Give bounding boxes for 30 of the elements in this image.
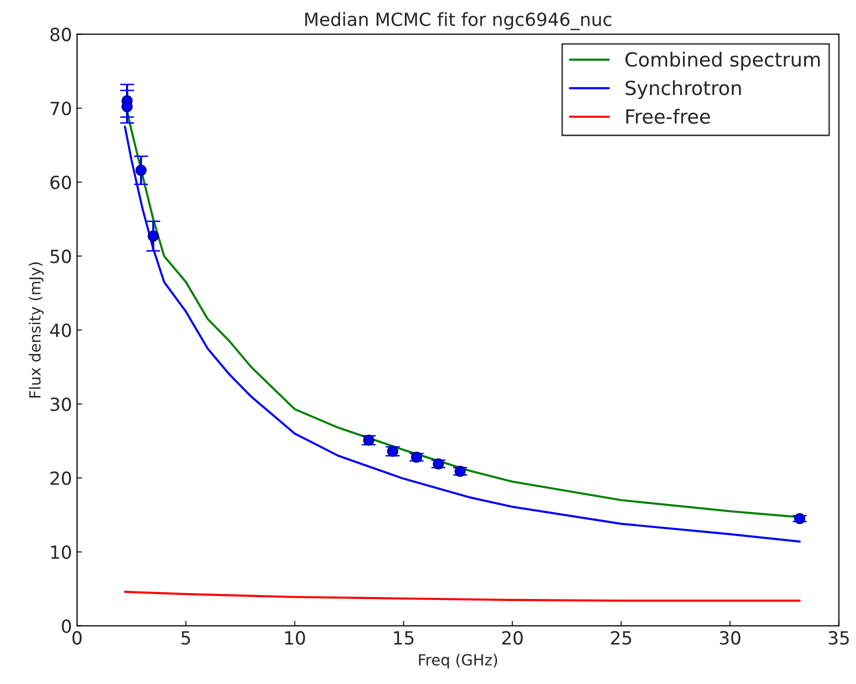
x-tick-label: 5: [182, 631, 190, 645]
legend-label: Synchrotron: [626, 80, 741, 100]
y-tick-label: 80: [50, 28, 71, 42]
x-tick-label: 20: [502, 631, 523, 645]
y-tick-label: 60: [50, 176, 71, 190]
point: [135, 164, 147, 176]
x-tick-label: 15: [394, 631, 414, 645]
y-tick-label: 40: [50, 323, 71, 338]
x-tick-label: 0: [72, 631, 82, 645]
x-tick-label: 10: [285, 631, 305, 645]
legend-label: Free-free: [626, 108, 710, 124]
point: [411, 452, 422, 463]
legend-label: Combined spectrum: [625, 52, 820, 71]
x-tick-label: 35: [828, 631, 849, 645]
x-tick-label: 30: [720, 631, 740, 645]
y-tick-label: 70: [50, 102, 71, 116]
x-axis-title: Freq (GHz): [419, 654, 498, 669]
y-tick-label: 30: [50, 397, 71, 412]
y-tick-label: 20: [50, 471, 71, 486]
y-tick-label: 0: [62, 619, 71, 633]
y-axis-title: Flux density (mJy): [28, 262, 44, 398]
point: [454, 466, 466, 477]
line-series: [124, 590, 801, 602]
point: [432, 458, 444, 470]
y-tick-label: 10: [51, 545, 71, 560]
chart-title: Median MCMC fit for ngc6946_nuc: [305, 12, 612, 30]
y-tick-label: 50: [50, 250, 71, 264]
point: [148, 230, 159, 242]
x-tick-label: 25: [611, 631, 632, 645]
point: [122, 101, 133, 112]
